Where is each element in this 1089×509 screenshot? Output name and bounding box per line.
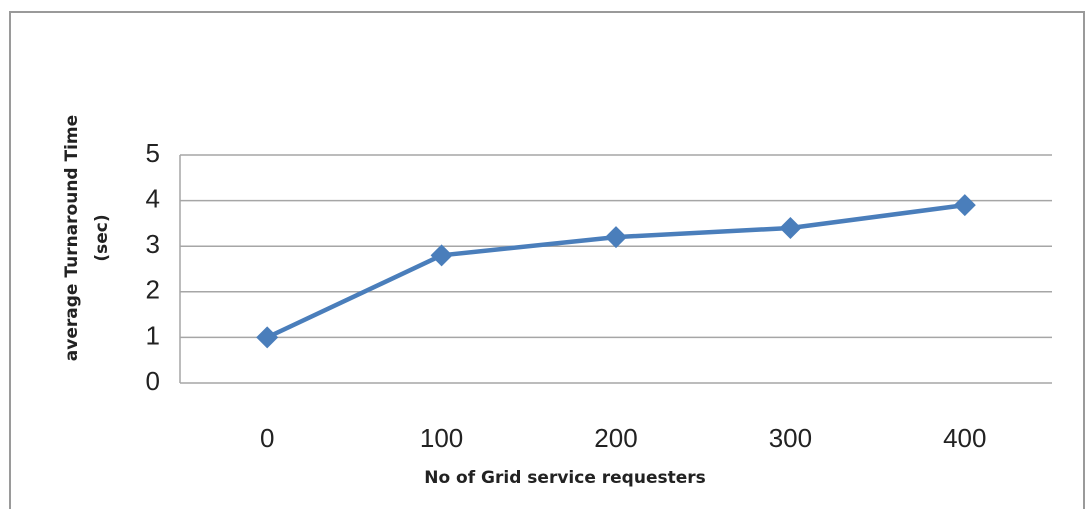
y-tick-label: 5 [146,138,160,168]
y-tick-label: 0 [146,366,160,396]
y-axis-label: average Turnaround Time [62,115,82,361]
y-axis-label: (sec) [92,214,112,261]
marker [953,194,976,217]
y-tick-label: 1 [146,320,160,350]
marker [256,326,279,349]
y-tick-label: 2 [146,275,160,305]
x-tick-label: 0 [260,423,274,453]
x-axis-label: No of Grid service requesters [424,468,706,488]
y-tick-label: 4 [146,183,160,213]
chart-frame [9,11,1085,509]
x-tick-label: 400 [943,423,986,453]
marker [430,244,453,267]
y-tick-label: 3 [146,229,160,259]
x-tick-label: 100 [420,423,463,453]
marker [779,216,802,239]
x-tick-label: 200 [594,423,637,453]
x-tick-label: 300 [769,423,812,453]
marker [605,226,627,249]
